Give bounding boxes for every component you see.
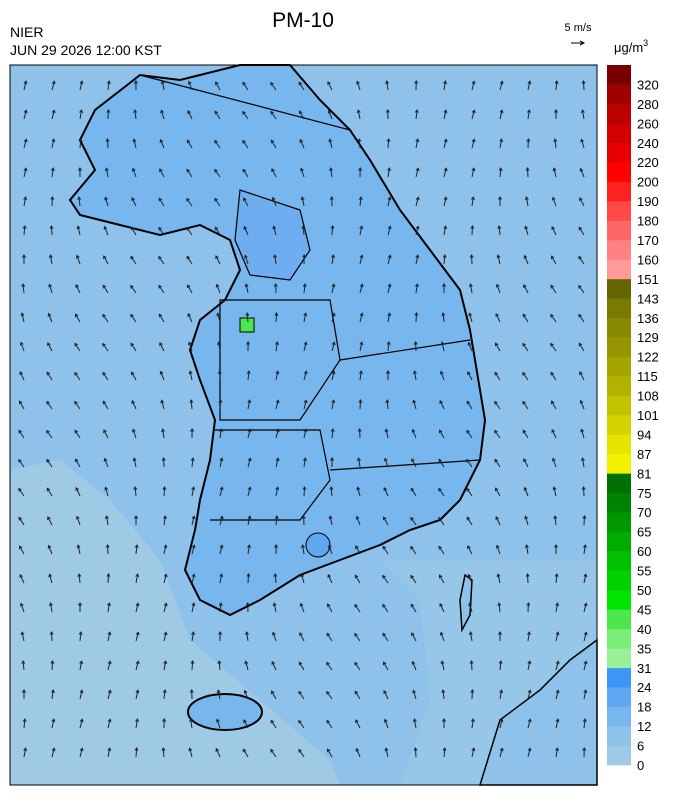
colorbar-label: 12 bbox=[637, 719, 651, 734]
colorbar-label: 180 bbox=[637, 214, 659, 229]
colorbar-label: 143 bbox=[637, 291, 659, 306]
colorbar-swatch bbox=[607, 512, 631, 532]
colorbar-label: 18 bbox=[637, 700, 651, 715]
colorbar-label: 101 bbox=[637, 408, 659, 423]
wind-scale-label: 5 m/s bbox=[565, 22, 592, 34]
colorbar: 0 6 12 18 24 31 35 40 45 50 55 60 65 70 75 81 87 94 101 108… bbox=[607, 65, 659, 773]
colorbar-swatch bbox=[607, 687, 631, 707]
colorbar-label: 108 bbox=[637, 389, 659, 404]
wind-scale-arrow bbox=[571, 41, 584, 45]
colorbar-label: 320 bbox=[637, 77, 659, 92]
unit-exponent: 3 bbox=[643, 38, 648, 48]
colorbar-swatch bbox=[607, 298, 631, 318]
colorbar-label: 6 bbox=[637, 739, 644, 754]
colorbar-label: 50 bbox=[637, 583, 651, 598]
colorbar-swatch bbox=[607, 279, 631, 299]
colorbar-label: 280 bbox=[637, 97, 659, 112]
colorbar-swatch bbox=[607, 454, 631, 474]
colorbar-swatch bbox=[607, 162, 631, 182]
colorbar-label: 220 bbox=[637, 155, 659, 170]
colorbar-swatch bbox=[607, 415, 631, 435]
colorbar-swatch bbox=[607, 123, 631, 143]
colorbar-label: 60 bbox=[637, 544, 651, 559]
colorbar-swatch bbox=[607, 629, 631, 649]
colorbar-label: 170 bbox=[637, 233, 659, 248]
colorbar-swatch bbox=[607, 668, 631, 688]
colorbar-label: 122 bbox=[637, 350, 659, 365]
colorbar-swatch bbox=[607, 571, 631, 591]
agency: NIER bbox=[10, 24, 43, 40]
colorbar-swatch bbox=[607, 65, 631, 85]
colorbar-label: 45 bbox=[637, 602, 651, 617]
datetime: JUN 29 2026 12:00 KST bbox=[10, 42, 162, 58]
colorbar-label: 24 bbox=[637, 680, 651, 695]
colorbar-swatch bbox=[607, 590, 631, 610]
colorbar-swatch bbox=[607, 318, 631, 338]
map bbox=[10, 65, 597, 785]
colorbar-label: 136 bbox=[637, 311, 659, 326]
legend-unit: μg/m3 bbox=[614, 38, 648, 55]
colorbar-label: 81 bbox=[637, 466, 651, 481]
colorbar-label: 55 bbox=[637, 564, 651, 579]
colorbar-swatch bbox=[607, 201, 631, 221]
colorbar-swatch bbox=[607, 493, 631, 513]
colorbar-swatch bbox=[607, 357, 631, 377]
colorbar-swatch bbox=[607, 551, 631, 571]
unit: μg/m bbox=[614, 40, 643, 55]
colorbar-label: 35 bbox=[637, 641, 651, 656]
hotspot bbox=[240, 318, 254, 332]
colorbar-swatch bbox=[607, 609, 631, 629]
colorbar-swatch bbox=[607, 396, 631, 416]
colorbar-swatch bbox=[607, 532, 631, 552]
colorbar-swatch bbox=[607, 143, 631, 163]
colorbar-swatch bbox=[607, 648, 631, 668]
colorbar-label: 151 bbox=[637, 272, 659, 287]
colorbar-label: 115 bbox=[637, 369, 658, 384]
colorbar-swatch bbox=[607, 473, 631, 493]
colorbar-label: 40 bbox=[637, 622, 651, 637]
colorbar-swatch bbox=[607, 104, 631, 124]
colorbar-label: 94 bbox=[637, 427, 651, 442]
colorbar-label: 31 bbox=[637, 661, 651, 676]
colorbar-swatch bbox=[607, 434, 631, 454]
colorbar-swatch bbox=[607, 240, 631, 260]
colorbar-swatch bbox=[607, 259, 631, 279]
colorbar-swatch bbox=[607, 726, 631, 746]
colorbar-label: 190 bbox=[637, 194, 659, 209]
colorbar-swatch bbox=[607, 182, 631, 202]
colorbar-label: 70 bbox=[637, 505, 651, 520]
colorbar-swatch bbox=[607, 221, 631, 241]
city-area bbox=[306, 533, 330, 557]
colorbar-label: 200 bbox=[637, 175, 659, 190]
colorbar-label: 240 bbox=[637, 136, 659, 151]
colorbar-label: 75 bbox=[637, 486, 651, 501]
colorbar-swatch bbox=[607, 376, 631, 396]
colorbar-label: 160 bbox=[637, 252, 659, 267]
jeju-island bbox=[188, 694, 262, 730]
colorbar-label: 129 bbox=[637, 330, 659, 345]
map-title: PM-10 bbox=[272, 9, 334, 32]
colorbar-label: 260 bbox=[637, 116, 659, 131]
colorbar-swatch bbox=[607, 707, 631, 727]
colorbar-swatch bbox=[607, 746, 631, 766]
colorbar-label: 0 bbox=[637, 758, 644, 773]
colorbar-label: 87 bbox=[637, 447, 651, 462]
colorbar-swatch bbox=[607, 337, 631, 357]
colorbar-label: 65 bbox=[637, 525, 651, 540]
colorbar-swatch bbox=[607, 84, 631, 104]
